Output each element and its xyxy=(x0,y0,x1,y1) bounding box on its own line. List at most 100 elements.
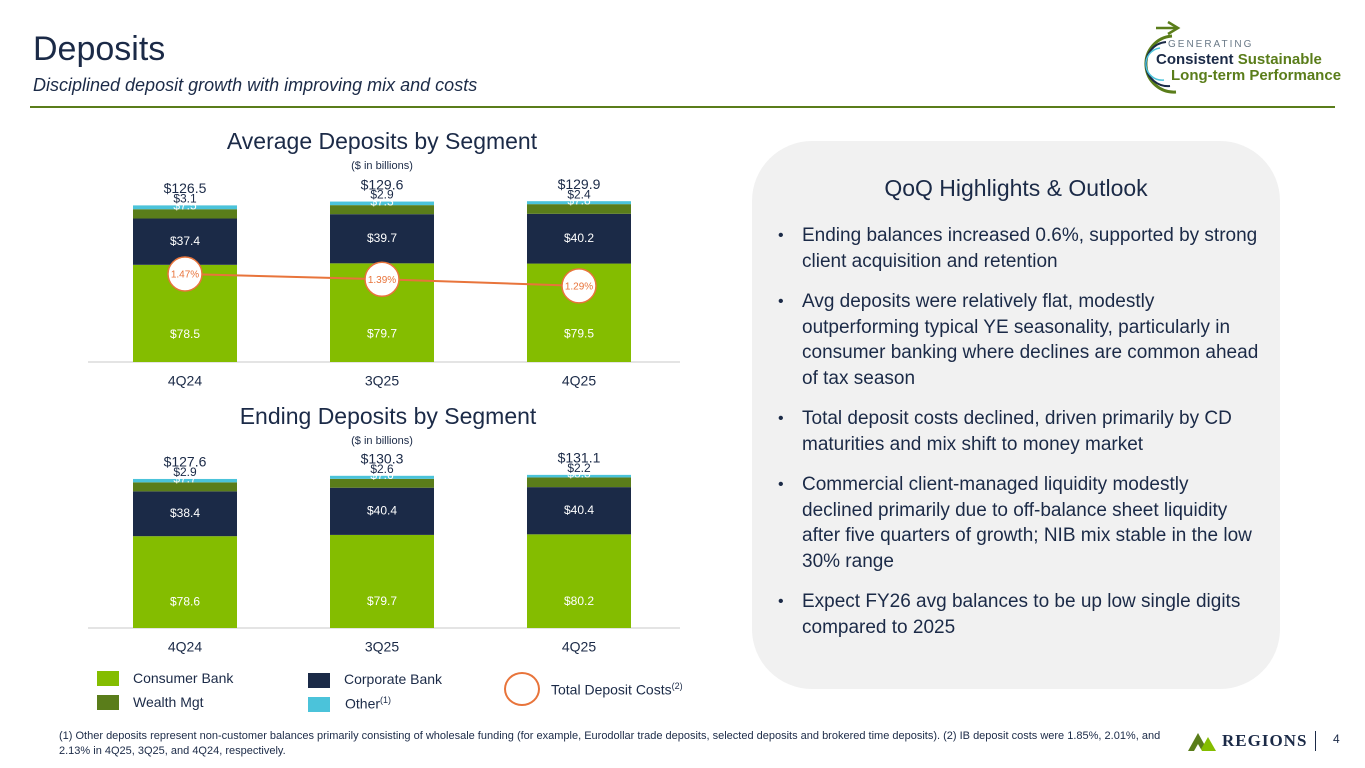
end-bar-consumer xyxy=(527,534,631,628)
avg-label-consumer: $79.5 xyxy=(564,327,594,341)
end-category-label: 3Q25 xyxy=(365,639,399,655)
bullet-dot: • xyxy=(778,410,784,427)
avg-bar-wealth xyxy=(133,209,237,219)
legend-other-text: Other xyxy=(345,695,381,712)
bullet-dot: • xyxy=(778,293,784,310)
page-subtitle: Disciplined deposit growth with improvin… xyxy=(33,75,478,95)
avg-category-label: 3Q25 xyxy=(365,373,399,389)
end-bar-other xyxy=(133,478,237,483)
avg-label-consumer: $78.5 xyxy=(170,327,200,341)
end-total-label: $127.6 xyxy=(164,454,207,470)
end-bar-wealth xyxy=(527,477,631,488)
footer-divider xyxy=(1315,731,1316,751)
page-number: 4 xyxy=(1333,732,1340,746)
end-label-consumer: $79.7 xyxy=(367,594,397,608)
end-label-corporate: $40.4 xyxy=(367,503,397,517)
avg-label-other: $2.4 xyxy=(567,187,591,201)
title-divider xyxy=(30,106,1335,108)
avg-bar-wealth xyxy=(330,205,434,215)
legend-wealth-swatch xyxy=(97,695,119,710)
end-chart-unit: ($ in billions) xyxy=(351,435,413,447)
end-label-corporate: $38.4 xyxy=(170,506,200,520)
avg-label-other: $2.9 xyxy=(370,188,394,202)
generating-performance-logo-icon xyxy=(1144,20,1181,94)
avg-label-wealth: $7.8 xyxy=(567,193,591,207)
logo-sustainable-word: Sustainable xyxy=(1237,51,1322,68)
avg-bar-other xyxy=(133,205,237,210)
avg-cost-point xyxy=(167,256,203,292)
end-bar-other xyxy=(330,475,434,479)
highlight-item: • Commercial client-managed liquidity mod… xyxy=(774,472,1264,574)
avg-cost-label: 1.39% xyxy=(368,275,396,286)
end-total-label: $131.1 xyxy=(558,450,601,466)
legend-other-swatch xyxy=(308,697,330,712)
legend-other-footnote-ref: (1) xyxy=(380,695,392,705)
highlights-title: QoQ Highlights & Outlook xyxy=(884,175,1148,201)
avg-chart-title: Average Deposits by Segment xyxy=(226,128,538,154)
legend-corporate-label: Corporate Bank xyxy=(344,671,443,687)
logo-long-term-text: Long-term Performance xyxy=(1171,67,1342,84)
highlight-text: Commercial client-managed liquidity mode… xyxy=(802,474,1252,572)
avg-label-corporate: $37.4 xyxy=(170,234,200,248)
end-bar-corporate xyxy=(527,487,631,535)
highlight-text: Total deposit costs declined, driven pri… xyxy=(802,408,1232,455)
bullet-dot: • xyxy=(778,227,784,244)
highlights-panel: QoQ Highlights & Outlook • Ending balance… xyxy=(752,141,1280,689)
end-bar-consumer xyxy=(133,536,237,628)
end-total-label: $130.3 xyxy=(361,451,404,467)
regions-wordmark: REGIONS xyxy=(1222,731,1308,750)
highlight-item: • Avg deposits were relatively flat, mode… xyxy=(774,289,1264,391)
end-bar-corporate xyxy=(330,487,434,535)
legend-cost-footnote-ref: (2) xyxy=(671,681,683,691)
end-bar-wealth xyxy=(133,482,237,492)
end-chart-title: Ending Deposits by Segment xyxy=(239,403,537,429)
end-label-corporate: $40.4 xyxy=(564,503,594,517)
logo-generating-text: GENERATING xyxy=(1168,39,1254,50)
avg-total-label: $129.6 xyxy=(361,176,404,192)
end-bar-corporate xyxy=(133,491,237,537)
avg-chart-unit: ($ in billions) xyxy=(351,160,413,172)
avg-category-label: 4Q24 xyxy=(168,373,202,389)
avg-label-consumer: $79.7 xyxy=(367,327,397,341)
end-label-wealth: $7.7 xyxy=(173,472,197,486)
avg-label-wealth: $7.5 xyxy=(173,198,197,212)
highlights-list: • Ending balances increased 0.6%, support… xyxy=(774,223,1264,655)
avg-label-other: $3.1 xyxy=(173,192,197,206)
legend-cost-text: Total Deposit Costs xyxy=(551,681,672,698)
avg-label-corporate: $39.7 xyxy=(367,231,397,245)
avg-cost-point xyxy=(364,261,400,298)
end-label-consumer: $80.2 xyxy=(564,594,594,608)
avg-cost-point xyxy=(561,268,597,304)
end-category-label: 4Q25 xyxy=(562,639,596,655)
highlight-item: • Expect FY26 avg balances to be up low s… xyxy=(774,589,1264,640)
page-title: Deposits xyxy=(33,30,166,68)
legend-cost-marker xyxy=(504,672,540,706)
avg-bar-other xyxy=(330,201,434,206)
avg-cost-label: 1.29% xyxy=(565,282,593,293)
bullet-dot: • xyxy=(778,593,784,610)
end-bar-consumer xyxy=(330,534,434,628)
logo-consistent-word: Consistent xyxy=(1156,51,1234,68)
regions-pyramid-icon xyxy=(1188,733,1216,751)
legend-corporate-swatch xyxy=(308,673,330,688)
avg-total-label: $126.5 xyxy=(164,180,207,196)
highlight-item: • Ending balances increased 0.6%, support… xyxy=(774,223,1264,274)
avg-bar-corporate xyxy=(527,213,631,264)
end-label-wealth: $7.6 xyxy=(370,468,394,482)
legend-wealth-label: Wealth Mgt xyxy=(133,694,204,710)
legend-consumer-label: Consumer Bank xyxy=(133,670,234,686)
bullet-dot: • xyxy=(778,476,784,493)
legend-other-label: Other(1) xyxy=(345,695,391,712)
highlight-text: Expect FY26 avg balances to be up low si… xyxy=(802,591,1241,638)
end-bar-other xyxy=(527,474,631,478)
avg-total-label: $129.9 xyxy=(558,176,601,192)
footnote: (1) Other deposits represent non-custome… xyxy=(59,730,1161,757)
avg-bar-corporate xyxy=(330,214,434,264)
avg-bar-other xyxy=(527,201,631,205)
logo-consistent-text: Consistent Sustainable xyxy=(1156,51,1322,68)
end-label-other: $2.2 xyxy=(567,461,591,475)
end-bar-wealth xyxy=(330,478,434,488)
avg-label-corporate: $40.2 xyxy=(564,231,594,245)
end-label-wealth: $8.3 xyxy=(567,467,591,481)
legend-consumer-swatch xyxy=(97,671,119,686)
